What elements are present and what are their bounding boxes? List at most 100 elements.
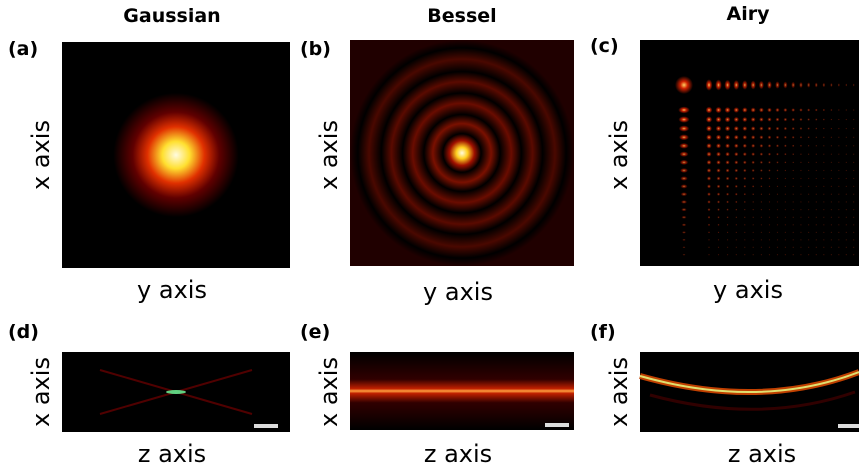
airy-lobe bbox=[799, 108, 802, 111]
airy-lobe bbox=[743, 135, 748, 140]
airy-lobe bbox=[815, 109, 818, 112]
vertical-axis-label: x axis bbox=[605, 120, 633, 190]
airy-lobe bbox=[823, 109, 825, 111]
airy-lobe bbox=[838, 201, 840, 203]
airy-lobe bbox=[679, 125, 690, 131]
airy-lobe bbox=[808, 136, 810, 138]
airy-lobe bbox=[784, 185, 786, 187]
airy-lobe bbox=[735, 177, 738, 180]
airy-lobe bbox=[759, 126, 763, 130]
airy-lobe bbox=[744, 209, 746, 211]
airy-lobe bbox=[815, 185, 817, 187]
airy-lobe bbox=[838, 209, 840, 211]
airy-lobe bbox=[716, 168, 720, 172]
horizontal-axis-label: z axis bbox=[728, 440, 796, 468]
airy-lobe bbox=[734, 152, 738, 156]
airy-lobe bbox=[777, 254, 779, 256]
airy-lobe bbox=[815, 246, 817, 248]
airy-lobe bbox=[808, 209, 810, 211]
airy-lobe bbox=[823, 136, 825, 138]
airy-lobe bbox=[815, 216, 817, 218]
airy-lobe bbox=[845, 119, 847, 121]
airy-lobe bbox=[717, 216, 719, 218]
airy-lobe bbox=[815, 239, 817, 241]
airy-lobe bbox=[726, 185, 729, 188]
airy-lobe bbox=[734, 144, 739, 149]
airy-lobe bbox=[682, 216, 687, 219]
airy-lobe bbox=[735, 169, 739, 173]
airy-lobe bbox=[769, 254, 771, 256]
airy-lobe bbox=[800, 185, 802, 187]
airy-lobe bbox=[800, 216, 802, 218]
airy-lobe bbox=[845, 254, 847, 256]
airy-lobe bbox=[792, 246, 794, 248]
airy-lobe bbox=[744, 254, 746, 256]
airy-lobe bbox=[708, 231, 710, 233]
airy-lobe bbox=[769, 209, 771, 211]
airy-lobe bbox=[853, 136, 855, 138]
airy-lobe bbox=[830, 153, 832, 155]
airy-lobe bbox=[760, 224, 762, 226]
airy-lobe bbox=[727, 254, 729, 256]
airy-lobe bbox=[707, 176, 711, 180]
airy-lobe bbox=[716, 135, 721, 140]
horizontal-axis-label: y axis bbox=[137, 276, 207, 304]
airy-lobe bbox=[760, 216, 762, 218]
airy-lobe bbox=[716, 126, 722, 132]
airy-lobe bbox=[808, 185, 810, 187]
airy-lobe bbox=[717, 200, 720, 203]
airy-lobe bbox=[726, 201, 729, 204]
airy-lobe bbox=[752, 201, 754, 203]
airy-lobe bbox=[815, 118, 817, 120]
vertical-axis-label: x axis bbox=[315, 120, 343, 190]
airy-lobe bbox=[845, 201, 847, 203]
airy-lobe bbox=[767, 81, 772, 89]
beam-focus bbox=[166, 390, 186, 394]
airy-lobe bbox=[735, 224, 737, 226]
airy-lobe bbox=[853, 231, 855, 233]
airy-lobe bbox=[815, 145, 817, 147]
airy-lobe bbox=[742, 107, 747, 112]
airy-lobe bbox=[707, 160, 712, 165]
airy-lobe bbox=[830, 83, 832, 87]
airy-lobe bbox=[681, 192, 688, 196]
airy-lobe bbox=[776, 169, 778, 171]
airy-lobe bbox=[792, 178, 794, 180]
airy-lobe bbox=[845, 145, 847, 147]
airy-lobe bbox=[783, 82, 787, 89]
airy-lobe bbox=[784, 136, 787, 139]
airy-lobe bbox=[792, 127, 795, 130]
horizontal-axis-label: y axis bbox=[713, 276, 783, 304]
airy-lobe bbox=[735, 246, 737, 248]
airy-lobe bbox=[784, 216, 786, 218]
airy-lobe bbox=[853, 170, 855, 172]
airy-lobe bbox=[853, 119, 855, 121]
airy-lobe bbox=[823, 216, 825, 218]
image-background bbox=[350, 352, 574, 430]
airy-lobe bbox=[784, 209, 786, 211]
airy-lobe bbox=[725, 117, 731, 123]
airy-lobe bbox=[853, 161, 855, 163]
airy-lobe bbox=[823, 178, 825, 180]
airy-lobe bbox=[768, 136, 772, 140]
airy-lobe bbox=[751, 135, 755, 139]
airy-lobe bbox=[760, 201, 762, 203]
airy-lobe bbox=[718, 246, 720, 248]
airy-lobe bbox=[717, 193, 720, 196]
airy-lobe bbox=[777, 239, 779, 241]
airy-lobe bbox=[792, 224, 794, 226]
airy-lobe bbox=[784, 118, 788, 122]
airy-lobe bbox=[682, 239, 686, 241]
airy-lobe bbox=[743, 144, 747, 148]
airy-lobe bbox=[743, 161, 747, 165]
airy-lobe bbox=[838, 109, 840, 111]
airy-lobe bbox=[768, 161, 771, 164]
airy-lobe bbox=[838, 153, 840, 155]
vertical-axis-label: x axis bbox=[27, 357, 55, 427]
airy-lobe bbox=[815, 178, 817, 180]
airy-lobe bbox=[830, 193, 832, 195]
airy-lobe bbox=[768, 144, 771, 147]
airy-lobe bbox=[725, 126, 730, 131]
airy-lobe bbox=[776, 136, 779, 139]
airy-lobe bbox=[800, 153, 802, 155]
